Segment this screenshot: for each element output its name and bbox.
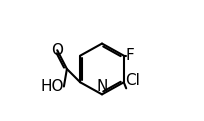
Text: O: O bbox=[51, 43, 63, 58]
Text: Cl: Cl bbox=[126, 73, 141, 88]
Text: N: N bbox=[96, 79, 108, 94]
Text: F: F bbox=[126, 48, 134, 63]
Text: HO: HO bbox=[40, 79, 64, 94]
